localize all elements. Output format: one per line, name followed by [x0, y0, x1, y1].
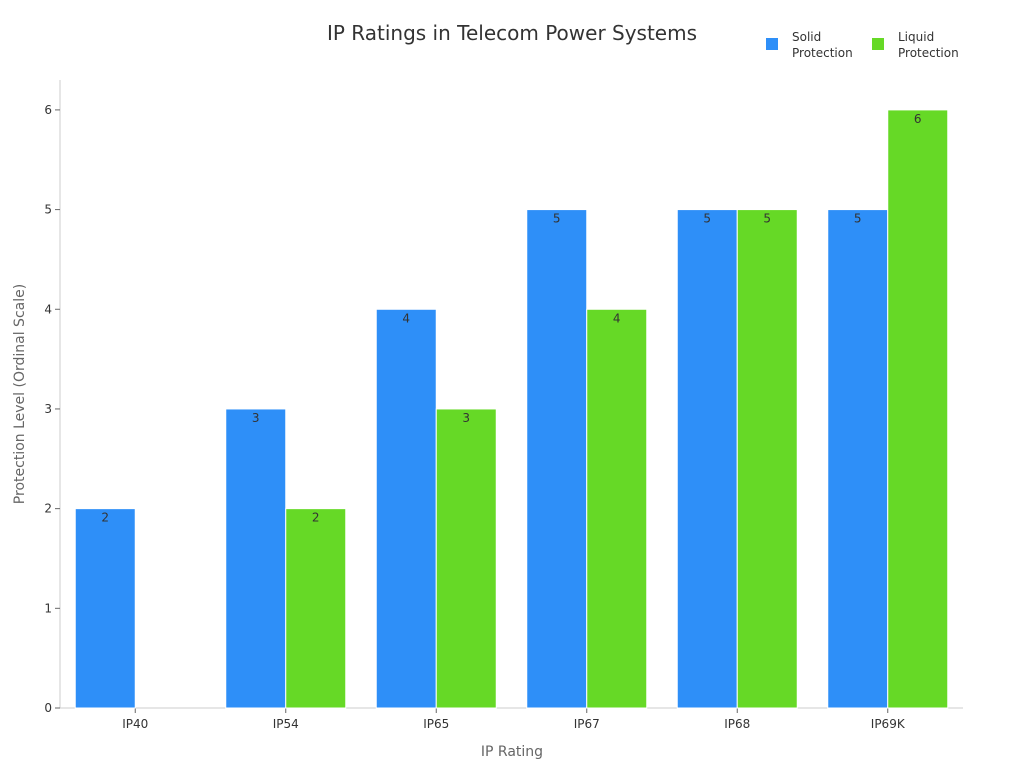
x-tick-label: IP67 [574, 717, 600, 731]
y-tick-label: 3 [44, 402, 52, 416]
data-label-solid-protection-ip68: 5 [703, 212, 711, 226]
x-axis-title: IP Rating [481, 744, 543, 760]
data-label-solid-protection-ip65: 4 [402, 311, 410, 325]
bar-solid-protection-ip67 [526, 209, 588, 709]
bar-solid-protection-ip54 [225, 408, 287, 709]
chart-title: IP Ratings in Telecom Power Systems [327, 21, 697, 45]
legend-swatch [766, 38, 778, 50]
bar-solid-protection-ip65 [375, 308, 437, 709]
bar-solid-protection-ip68 [676, 209, 738, 709]
y-tick-label: 2 [44, 502, 52, 516]
y-tick-label: 0 [44, 701, 52, 715]
data-label-liquid-protection-ip69k: 6 [914, 112, 922, 126]
data-label-liquid-protection-ip65: 3 [462, 411, 470, 425]
legend-label: Liquid Protection [898, 30, 959, 60]
legend: Solid Protection Liquid Protection [766, 30, 959, 60]
legend-item-liquid-protection: Liquid Protection [872, 30, 959, 60]
data-label-solid-protection-ip40: 2 [101, 511, 109, 525]
y-tick-label: 6 [44, 103, 52, 117]
legend-label: Solid Protection [792, 30, 853, 60]
data-label-solid-protection-ip67: 5 [553, 212, 561, 226]
data-label-solid-protection-ip54: 3 [252, 411, 260, 425]
legend-swatch [872, 38, 884, 50]
bars [74, 109, 949, 709]
x-tick-label: IP65 [423, 717, 449, 731]
y-tick-label: 5 [44, 203, 52, 217]
data-label-liquid-protection-ip67: 4 [613, 311, 621, 325]
legend-item-solid-protection: Solid Protection [766, 30, 853, 60]
axes: 0 1 2 3 4 5 6 IP40 IP54 IP65 IP67 IP68 IP69K [44, 80, 963, 731]
bar-liquid-protection-ip67 [586, 308, 648, 709]
bar-solid-protection-ip69k [827, 209, 889, 709]
data-label-liquid-protection-ip54: 2 [312, 511, 320, 525]
bar-liquid-protection-ip69k [887, 109, 949, 709]
y-axis-title: Protection Level (Ordinal Scale) [12, 284, 28, 504]
x-tick-label: IP54 [273, 717, 299, 731]
bar-liquid-protection-ip68 [736, 209, 798, 709]
x-tick-label: IP68 [724, 717, 750, 731]
y-tick-label: 4 [44, 302, 52, 316]
y-tick-label: 1 [44, 601, 52, 615]
bar-liquid-protection-ip54 [285, 508, 347, 709]
data-label-solid-protection-ip69k: 5 [854, 212, 862, 226]
data-labels: 2 3 2 4 3 5 4 5 5 5 6 [101, 112, 921, 525]
x-tick-label: IP69K [871, 717, 906, 731]
bar-liquid-protection-ip65 [435, 408, 497, 709]
x-tick-label: IP40 [122, 717, 148, 731]
bar-solid-protection-ip40 [74, 508, 136, 709]
data-label-liquid-protection-ip68: 5 [763, 212, 771, 226]
